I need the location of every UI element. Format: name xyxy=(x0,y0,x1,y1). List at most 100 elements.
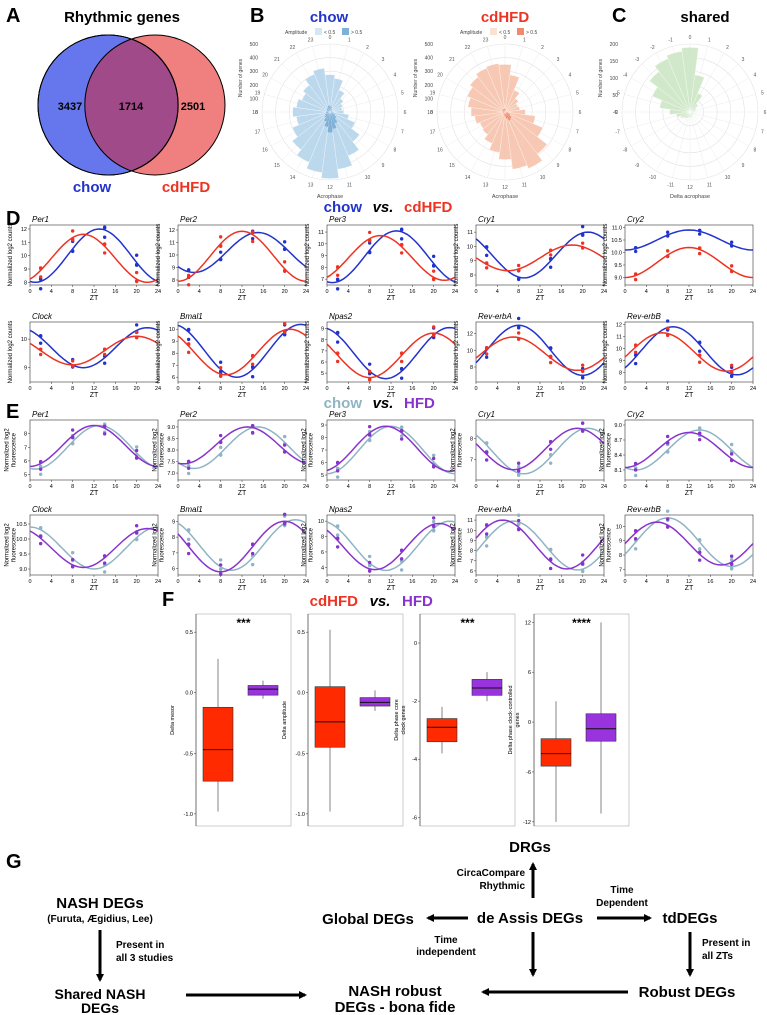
x-tick-label: 24 xyxy=(155,579,161,585)
rose-hour-label: 2 xyxy=(541,45,544,51)
data-point-chow xyxy=(335,524,340,529)
data-point-cdhfd xyxy=(548,248,553,253)
subplot-cry2: Cry2 9.0 9.5 10.0 10.5 11.0 0 4 8 12 16 20 24 ZT Norma… xyxy=(603,215,756,302)
subplot-per3: Per3 7 8 9 10 11 0 4 8 12 16 20 24 ZT Normalized log2 … xyxy=(305,215,458,302)
data-point-cdhfd xyxy=(218,244,223,248)
plot-frame xyxy=(326,419,456,481)
panel-label-e: E xyxy=(6,401,19,423)
y-axis-label: Normalized log2 counts xyxy=(454,321,460,384)
rose-bar-inner xyxy=(502,108,505,112)
data-point-chow xyxy=(516,326,521,330)
x-tick-label: 12 xyxy=(686,579,692,585)
rose-spoke xyxy=(689,77,750,113)
data-point-hfd xyxy=(580,421,585,425)
fit-line-hfd xyxy=(326,522,456,571)
y-tick-label: 6 xyxy=(24,459,27,465)
y-tick-label: 10 xyxy=(169,327,175,333)
x-axis-label: ZT xyxy=(90,585,99,592)
data-point-chow xyxy=(38,341,43,345)
data-point-chow xyxy=(516,465,521,469)
section-f-vs: vs. xyxy=(370,593,391,610)
y-tick-label: 9.0 xyxy=(167,425,175,431)
rose-ytick: 100 xyxy=(610,76,619,82)
rose-legend-swatch xyxy=(517,28,524,35)
rose-hour-label: 1 xyxy=(708,38,711,44)
data-point-cdhfd xyxy=(665,254,670,259)
rose-hour-label: -6 xyxy=(613,110,618,116)
y-tick-label: -1.0 xyxy=(184,812,193,818)
x-tick-label: 24 xyxy=(750,579,756,585)
rose-shared: 0 123456789101112-11-10-9-8-7-6-5-4-3-2-1… xyxy=(598,35,767,200)
x-tick-label: 8 xyxy=(368,579,371,585)
data-point-chow xyxy=(367,554,372,559)
rose-hour-label: 4 xyxy=(754,73,757,79)
data-point-cdhfd xyxy=(729,264,734,268)
data-point-cdhfd xyxy=(431,277,436,282)
x-tick-label: 16 xyxy=(409,484,415,490)
data-point-cdhfd xyxy=(697,360,702,364)
y-tick-label: -6 xyxy=(526,770,531,776)
x-tick-label: 8 xyxy=(219,579,222,585)
x-tick-label: 0 xyxy=(474,386,477,392)
x-tick-label: 0 xyxy=(474,484,477,490)
data-point-chow xyxy=(484,253,489,258)
data-point-chow xyxy=(134,323,139,327)
data-point-chow xyxy=(484,544,489,548)
data-point-chow xyxy=(665,509,670,513)
y-tick-label: 4 xyxy=(321,565,324,571)
rose-hour-label: 21 xyxy=(449,57,455,63)
data-point-chow xyxy=(335,287,340,291)
rose-spoke xyxy=(641,111,691,161)
data-point-cdhfd xyxy=(70,359,75,363)
data-point-hfd xyxy=(729,554,734,558)
data-point-cdhfd xyxy=(633,277,638,282)
y-axis-label: fluorescence xyxy=(309,527,315,562)
rose-bar xyxy=(666,51,691,113)
x-tick-label: 12 xyxy=(388,289,394,295)
x-tick-label: 24 xyxy=(303,484,309,490)
y-tick-label: 10 xyxy=(616,524,622,530)
x-tick-label: 12 xyxy=(239,289,245,295)
data-point-chow xyxy=(484,441,489,446)
x-tick-label: 24 xyxy=(750,484,756,490)
y-tick-label: 8 xyxy=(321,338,324,344)
y-axis-label: fluorescence xyxy=(607,527,613,562)
gene-title: Rev-erbA xyxy=(478,505,512,514)
data-point-chow xyxy=(70,442,75,446)
y-tick-label: 11 xyxy=(616,334,622,340)
x-tick-label: 24 xyxy=(155,386,161,392)
y-tick-label: 9 xyxy=(321,327,324,333)
x-tick-label: 12 xyxy=(537,484,543,490)
y-tick-label: 12 xyxy=(616,322,622,328)
label-time-indep-a: Time xyxy=(434,935,458,946)
data-point-hfd xyxy=(548,566,553,571)
rose-bar-inner xyxy=(324,112,330,116)
y-tick-label: 11 xyxy=(21,240,27,246)
rose-hour-label: 4 xyxy=(569,73,572,79)
fit-line-chow xyxy=(326,520,456,572)
data-point-hfd xyxy=(250,551,255,556)
rose-hour-label: 12 xyxy=(687,185,693,191)
x-tick-label: 0 xyxy=(28,289,31,295)
rose-hour-label: 17 xyxy=(430,129,436,135)
gene-title: Cry2 xyxy=(627,410,644,419)
rose-ytick: 100 xyxy=(425,96,434,102)
y-tick-label: 9.5 xyxy=(19,552,27,558)
rose-hour-label: 11 xyxy=(522,182,527,188)
rose-bar-inner xyxy=(329,105,331,112)
data-point-chow xyxy=(335,533,340,537)
data-point-chow xyxy=(367,563,372,568)
y-tick-label: -4 xyxy=(412,757,417,763)
y-tick-label: 6 xyxy=(321,461,324,467)
data-point-chow xyxy=(665,230,670,234)
rose-ylabel: Number of genes xyxy=(413,58,419,97)
x-tick-label: 24 xyxy=(452,386,458,392)
data-point-chow xyxy=(367,362,372,366)
data-point-cdhfd xyxy=(335,273,340,277)
data-point-chow xyxy=(484,355,489,359)
gene-title: Cry2 xyxy=(627,215,644,224)
y-tick-label: 0.5 xyxy=(297,630,305,636)
node-drgs: DRGs xyxy=(509,839,551,856)
rose-bar-inner xyxy=(324,112,330,118)
data-point-chow xyxy=(633,249,638,254)
